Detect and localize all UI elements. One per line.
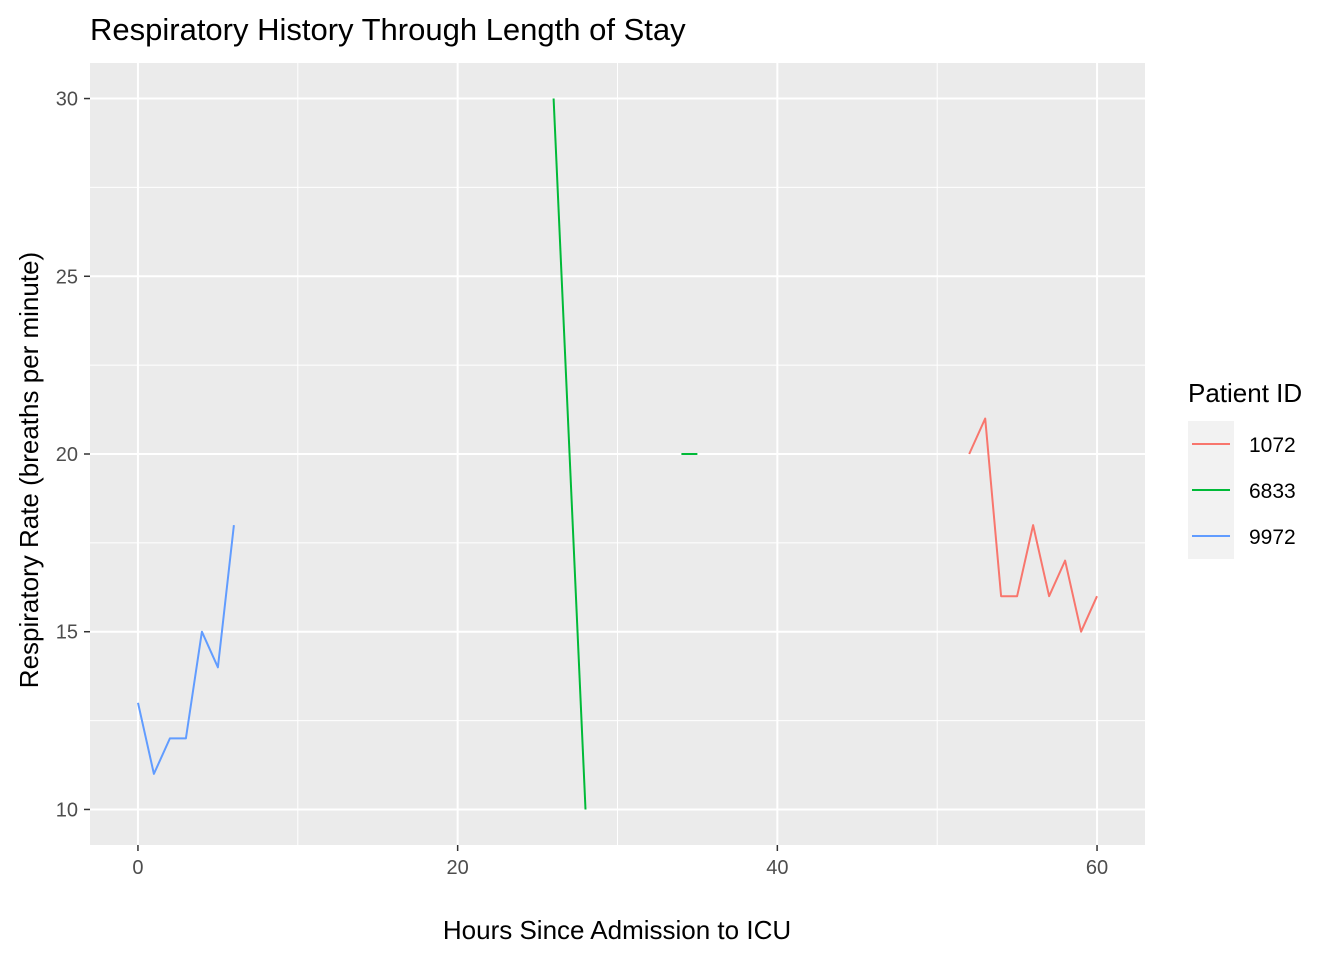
legend-keys: 1072 6833 9972 [1188, 421, 1296, 559]
x-axis-ticks: 0 20 40 60 [132, 845, 1108, 879]
x-tick-label: 60 [1086, 857, 1108, 879]
y-axis-title: Respiratory Rate (breaths per minute) [14, 252, 44, 688]
x-tick-label: 20 [447, 857, 469, 879]
y-tick-label: 30 [56, 89, 78, 111]
legend: Patient ID 1072 6833 9972 [1188, 378, 1302, 559]
chart-title: Respiratory History Through Length of St… [90, 12, 686, 47]
major-gridlines [90, 63, 1145, 845]
legend-label-6833: 6833 [1249, 480, 1296, 503]
series-line-1072 [968, 417, 1098, 633]
y-tick-label: 20 [56, 444, 78, 466]
series-line-6833 [552, 98, 587, 810]
series-line-9972 [137, 524, 235, 775]
y-tick-label: 10 [56, 799, 78, 821]
x-tick-label: 40 [766, 857, 788, 879]
y-tick-label: 25 [56, 266, 78, 288]
x-axis-title: Hours Since Admission to ICU [443, 915, 791, 945]
legend-label-1072: 1072 [1249, 434, 1296, 457]
x-tick-label: 0 [132, 857, 143, 879]
series-lines [137, 98, 1098, 810]
legend-label-9972: 9972 [1249, 526, 1296, 549]
legend-title: Patient ID [1188, 378, 1302, 408]
y-axis-ticks: 10 15 20 25 30 [56, 89, 90, 821]
y-tick-label: 15 [56, 622, 78, 644]
